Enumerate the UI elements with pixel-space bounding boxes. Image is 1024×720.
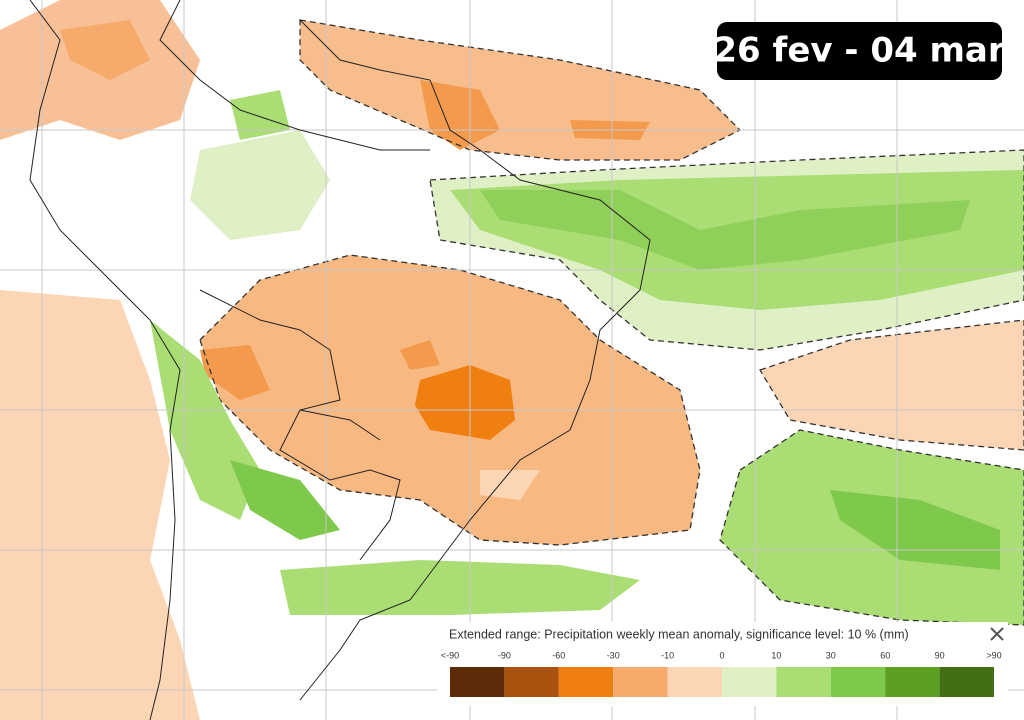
legend-swatch (885, 667, 940, 697)
legend-swatch (558, 667, 614, 697)
anomaly-region (415, 365, 515, 440)
legend-swatch (504, 667, 559, 697)
legend: Extended range: Precipitation weekly mea… (437, 622, 1008, 706)
date-label: 26 fev - 04 mar (713, 31, 1004, 71)
significance-contour (199, 254, 701, 546)
legend-label: 10 (771, 650, 781, 660)
legend-label: <-90 (441, 650, 459, 660)
anomaly-region (60, 20, 150, 80)
legend-swatch (776, 667, 831, 697)
legend-title: Extended range: Precipitation weekly mea… (449, 627, 909, 641)
anomaly-region (760, 320, 1024, 450)
legend-label: 0 (719, 650, 724, 660)
legend-swatch (722, 667, 777, 697)
anomaly-region (230, 90, 290, 140)
badge-background (717, 22, 1002, 80)
close-icon[interactable] (990, 627, 1004, 641)
legend-label: 60 (880, 650, 890, 660)
anomaly-region (480, 190, 970, 270)
anomaly-region (400, 340, 440, 370)
legend-label: 90 (935, 650, 945, 660)
anomaly-region (420, 80, 500, 150)
legend-label: -10 (661, 650, 674, 660)
date-badge: 26 fev - 04 mar (713, 22, 1005, 80)
legend-swatch (830, 667, 886, 697)
legend-swatch (613, 667, 668, 697)
legend-swatch (939, 667, 994, 697)
legend-label: >90 (986, 650, 1001, 660)
country-border (199, 289, 401, 561)
legend-label: -30 (607, 650, 620, 660)
legend-swatch (450, 667, 505, 697)
anomaly-region (280, 560, 640, 615)
coastline (29, 0, 651, 720)
anomaly-region (190, 130, 330, 240)
anomaly-region (480, 470, 540, 500)
legend-label: -60 (552, 650, 565, 660)
legend-label: 30 (826, 650, 836, 660)
significance-contour (429, 149, 1024, 351)
legend-swatch (667, 667, 722, 697)
anomaly-region (200, 345, 270, 400)
anomaly-region (150, 320, 260, 520)
significance-contour (759, 319, 1024, 451)
anomaly-region (0, 290, 200, 720)
close-button[interactable] (990, 627, 1004, 641)
anomaly-region (230, 460, 340, 540)
legend-label: -90 (498, 650, 511, 660)
